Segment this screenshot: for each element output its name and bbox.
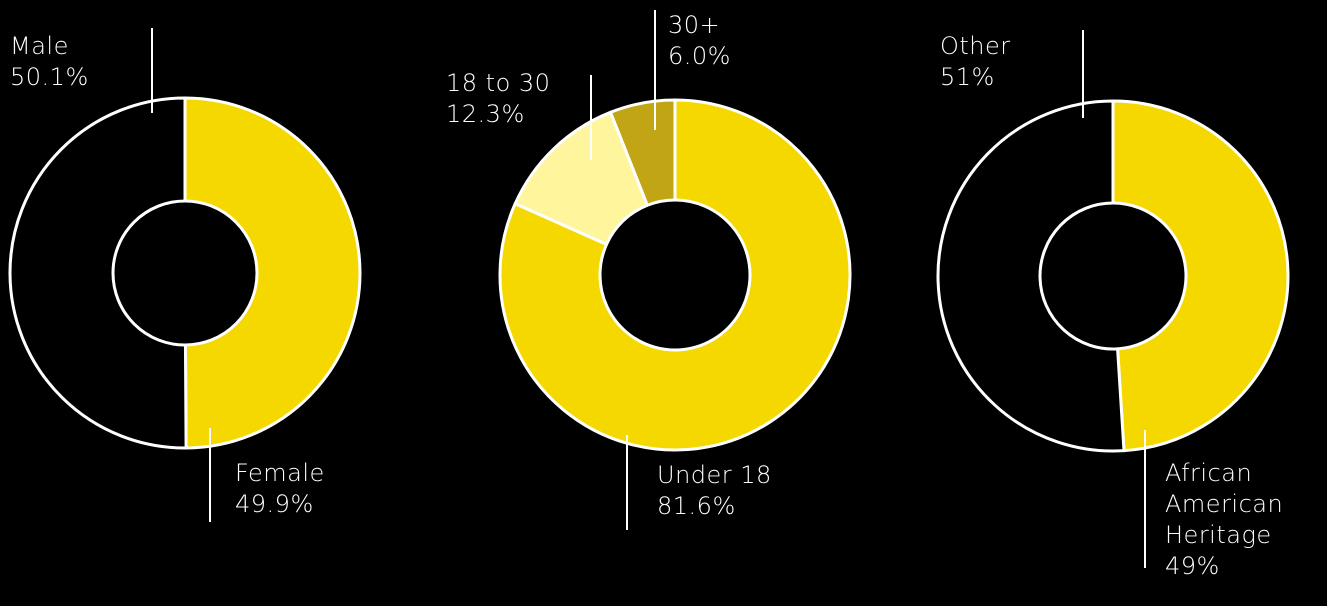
value-label: 50.1% [10,63,89,91]
value-label: 49% [1165,552,1220,580]
category: Female [235,459,325,487]
category: Under 18 [657,461,772,489]
donut-slice [183,96,362,450]
slice-label: 30+ 6.0% [668,10,768,72]
donut-slice [498,98,852,452]
value-label: 6.0% [668,42,731,70]
donut-slice [1111,99,1290,453]
slice-label: Under 18 81.6% [657,460,837,522]
category: Male [10,32,69,60]
donut-slice [936,99,1126,453]
value-label: 49.9% [235,490,314,518]
slice-label: African American Heritage 49% [1165,458,1315,582]
category: Other [940,32,1011,60]
value-label: 81.6% [657,492,736,520]
category: 30+ [668,11,721,39]
value-label: 12.3% [446,100,525,128]
category: African American Heritage [1165,459,1284,549]
donut-slice [8,96,188,450]
category: 18 to 30 [446,69,551,97]
value-label: 51% [940,63,995,91]
slice-label: Other 51% [940,31,1060,93]
slice-label: Female 49.9% [235,458,385,520]
slice-label: Male 50.1% [10,31,160,93]
donut-slice [609,98,677,207]
slice-label: 18 to 30 12.3% [446,68,596,130]
